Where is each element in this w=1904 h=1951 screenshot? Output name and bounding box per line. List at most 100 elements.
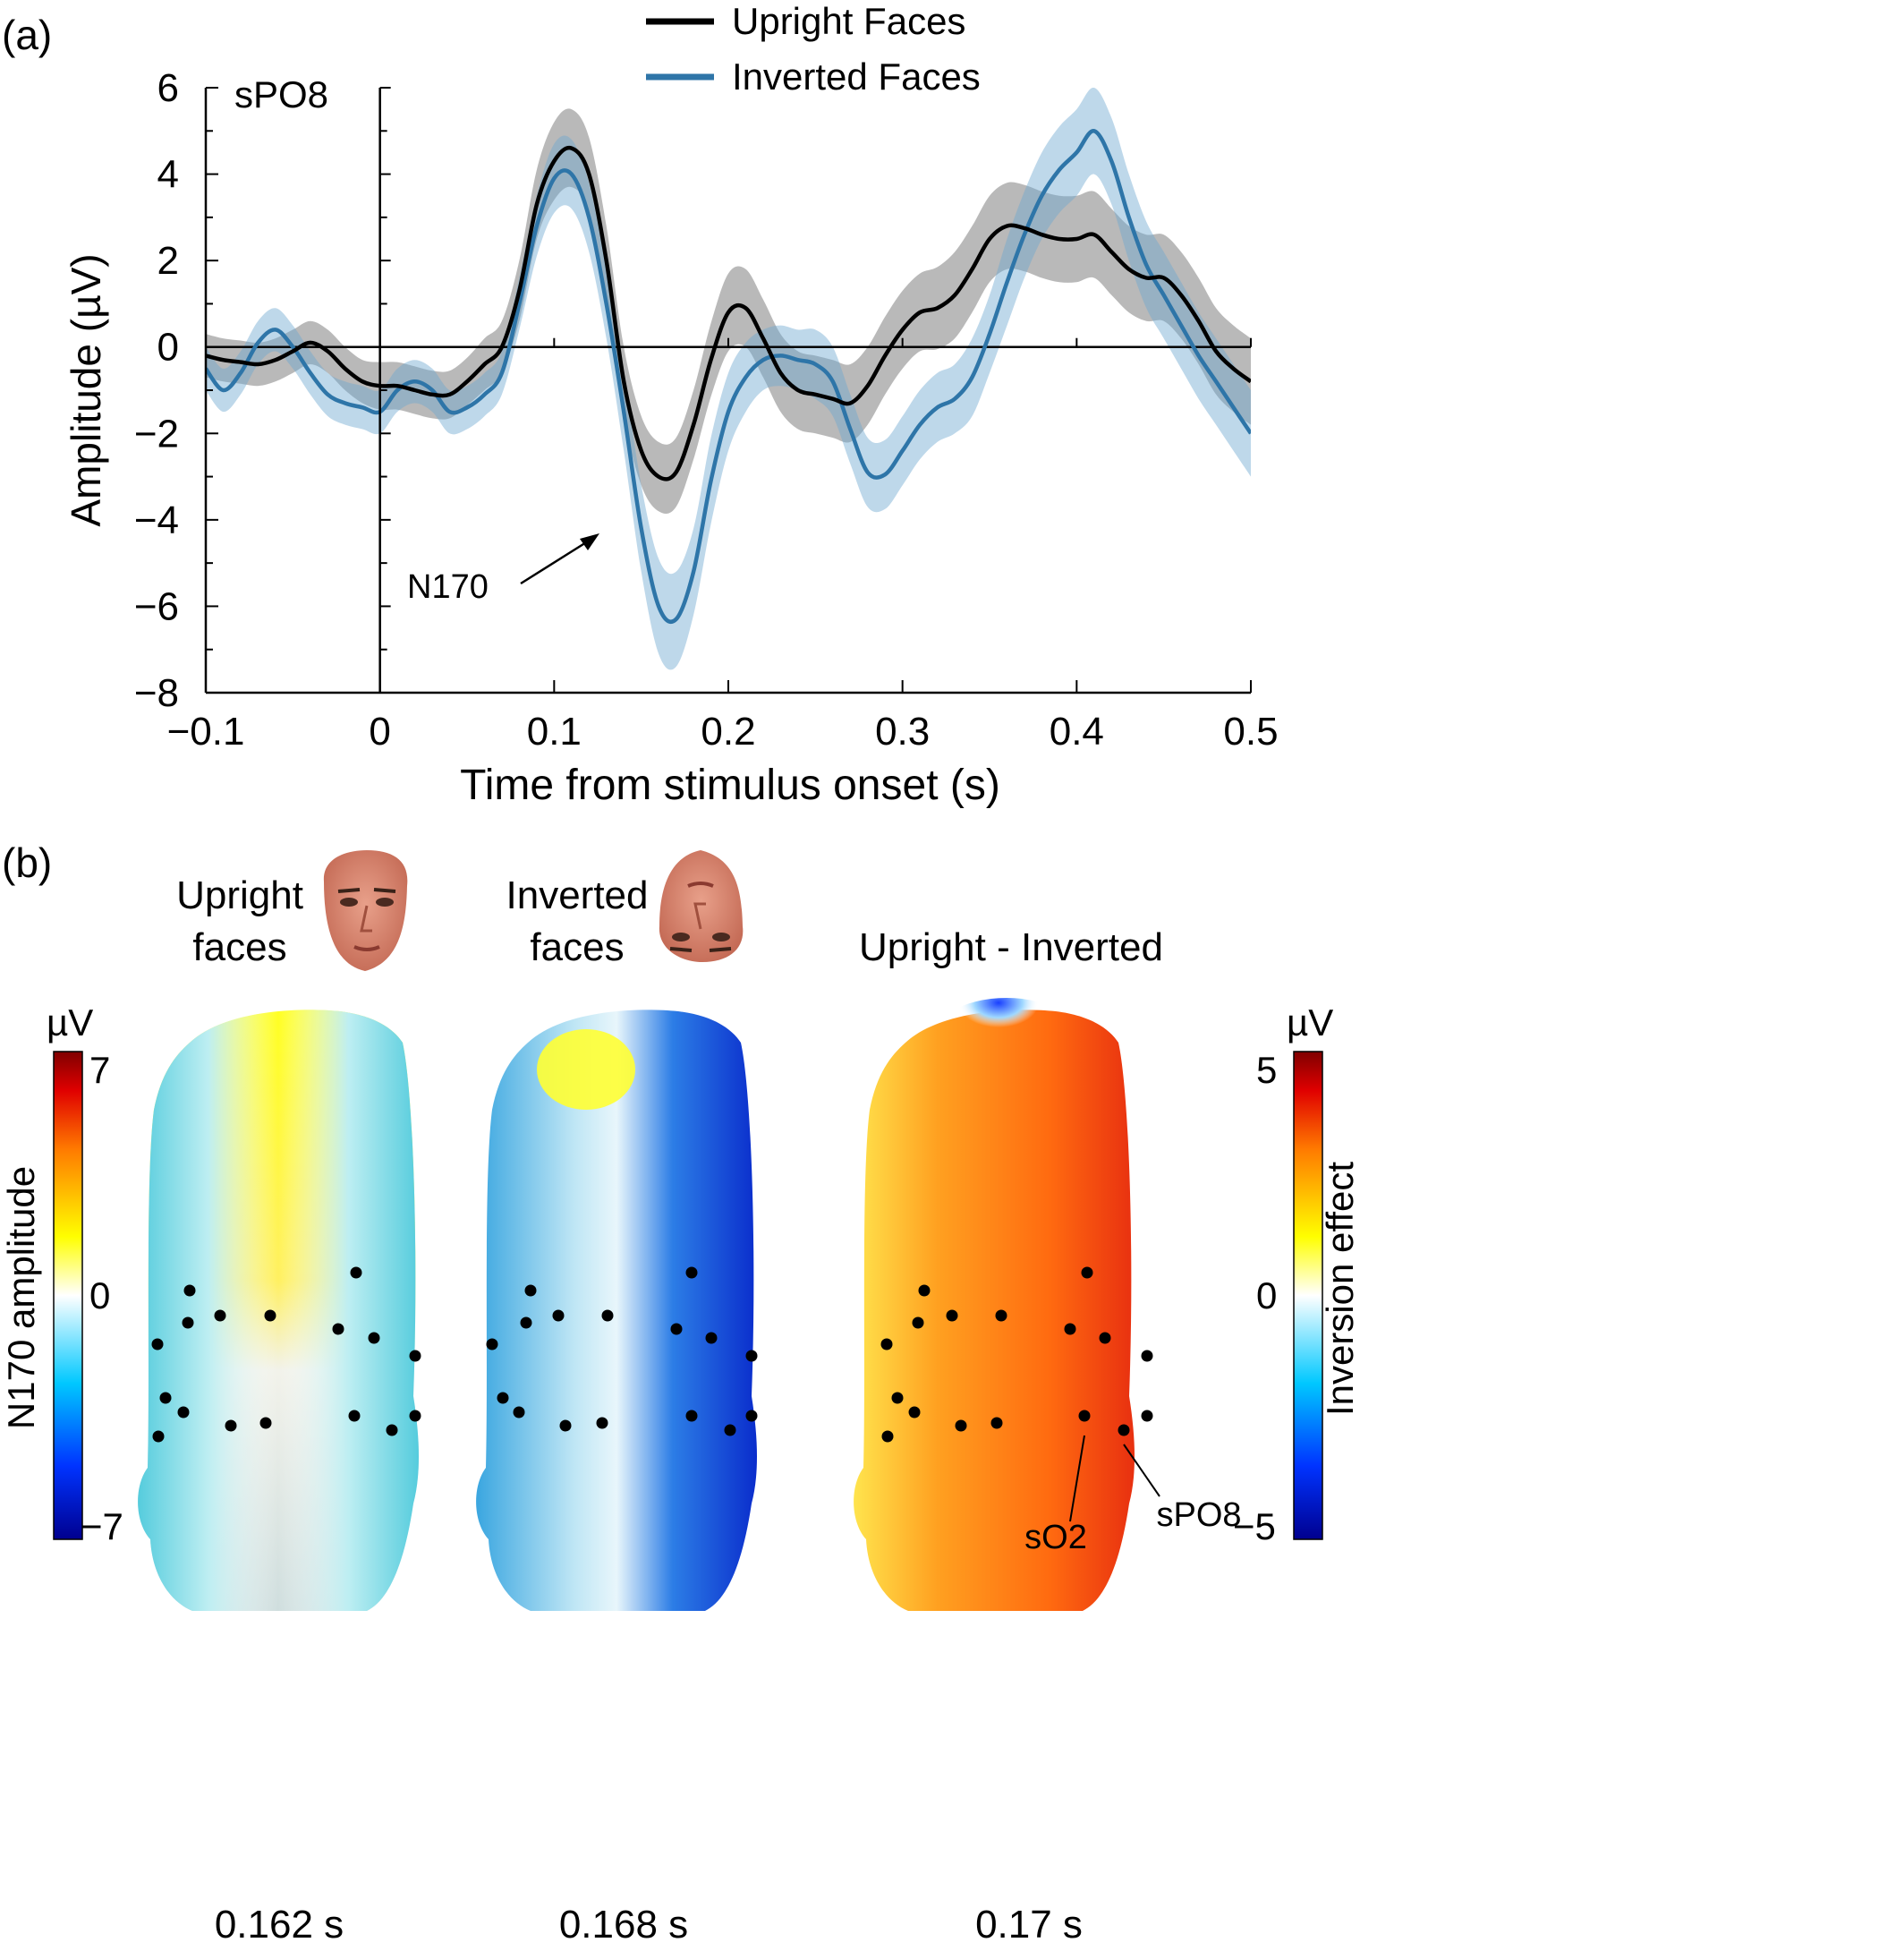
so2-label: sO2 bbox=[1024, 1519, 1087, 1556]
x-tick-label: −0.1 bbox=[167, 710, 245, 754]
electrode-dot bbox=[182, 1316, 194, 1329]
left-colorbar: µV 7 0 −7 N170 amplitude bbox=[0, 1001, 123, 1547]
x-tick-label: 0.1 bbox=[527, 710, 582, 754]
electrode-dot bbox=[524, 1284, 537, 1297]
y-tick-label: −6 bbox=[134, 584, 179, 628]
x-tick-label: 0.4 bbox=[1050, 710, 1104, 754]
electrode-dot bbox=[1118, 1424, 1130, 1436]
upright-face-thumbnail bbox=[323, 850, 408, 971]
topomap-inverted bbox=[476, 1010, 757, 1611]
right-colorbar-unit: µV bbox=[1287, 1001, 1333, 1044]
electrode-dot bbox=[1081, 1266, 1093, 1279]
n170-arrow-head bbox=[580, 533, 599, 550]
legend-label-upright: Upright Faces bbox=[732, 0, 965, 42]
electrode-dot bbox=[955, 1419, 967, 1432]
right-colorbar-min: −5 bbox=[1233, 1505, 1276, 1547]
y-tick-label: 4 bbox=[157, 153, 179, 197]
electrode-dot bbox=[1141, 1350, 1153, 1362]
right-colorbar-gradient bbox=[1293, 1051, 1323, 1540]
electrode-dot bbox=[559, 1419, 572, 1432]
electrode-dot bbox=[995, 1309, 1007, 1322]
map1-title-line2: faces bbox=[192, 925, 286, 969]
x-tick-label: 0.3 bbox=[875, 710, 930, 754]
right-colorbar: µV 5 0 −5 Inversion effect bbox=[1233, 1001, 1361, 1547]
electrode-dot bbox=[891, 1392, 904, 1404]
y-tick-label: 0 bbox=[157, 326, 179, 370]
map1-title-line1: Upright bbox=[176, 873, 303, 917]
electrode-dot bbox=[152, 1430, 165, 1443]
y-tick-label: −4 bbox=[134, 498, 179, 542]
left-colorbar-title: N170 amplitude bbox=[0, 1166, 42, 1429]
n170-annotation: N170 bbox=[407, 533, 599, 606]
left-colorbar-mid: 0 bbox=[89, 1274, 110, 1316]
electrode-dot bbox=[1099, 1332, 1111, 1344]
left-colorbar-gradient bbox=[53, 1051, 83, 1540]
electrode-dot bbox=[368, 1332, 380, 1344]
electrode-dot bbox=[705, 1332, 718, 1344]
error-bands bbox=[206, 88, 1251, 670]
electrode-dot bbox=[908, 1406, 921, 1419]
electrode-dot bbox=[409, 1350, 421, 1362]
electrode-dot bbox=[552, 1309, 565, 1322]
electrode-markers bbox=[151, 1266, 1153, 1443]
electrode-dot bbox=[259, 1417, 272, 1429]
spo8-label: sPO8 bbox=[1156, 1496, 1241, 1534]
panel-b-label: (b) bbox=[2, 839, 52, 886]
electrode-dot bbox=[183, 1284, 196, 1297]
electrode-dot bbox=[350, 1266, 362, 1279]
electrode-dot bbox=[946, 1309, 958, 1322]
electrode-dot bbox=[685, 1266, 698, 1279]
electrode-dot bbox=[225, 1419, 237, 1432]
y-tick-label: 2 bbox=[157, 239, 179, 283]
x-tick-label: 0.2 bbox=[701, 710, 755, 754]
left-colorbar-max: 7 bbox=[89, 1049, 110, 1091]
tick-marks bbox=[205, 87, 1252, 694]
y-tick-label: −2 bbox=[134, 412, 179, 456]
electrode-dot bbox=[685, 1410, 698, 1422]
electrode-dot bbox=[513, 1406, 525, 1419]
x-axis-label: Time from stimulus onset (s) bbox=[460, 762, 1000, 809]
n170-label: N170 bbox=[407, 568, 489, 606]
spo8-callout bbox=[1123, 1444, 1160, 1497]
electrode-dot bbox=[177, 1406, 190, 1419]
electrode-dot bbox=[601, 1309, 614, 1322]
electrode-dot bbox=[880, 1338, 893, 1350]
left-colorbar-unit: µV bbox=[47, 1001, 93, 1044]
y-axis-label: Amplitude (µV) bbox=[63, 253, 109, 526]
x-tick-label: 0.5 bbox=[1223, 710, 1278, 754]
y-tick-label: 6 bbox=[157, 66, 179, 110]
map2-title-line2: faces bbox=[530, 925, 624, 969]
electrode-dot bbox=[918, 1284, 931, 1297]
map2-time: 0.168 s bbox=[559, 1903, 688, 1947]
panel-a-label: (a) bbox=[2, 12, 52, 58]
topomap-difference bbox=[854, 998, 1135, 1611]
electrode-dot bbox=[1064, 1323, 1076, 1335]
electrode-dot bbox=[745, 1410, 758, 1422]
electrode-dot bbox=[159, 1392, 172, 1404]
channel-label: sPO8 bbox=[234, 73, 328, 115]
electrode-dot bbox=[990, 1417, 1003, 1429]
left-colorbar-min: −7 bbox=[81, 1505, 123, 1547]
n170-arrow-shaft bbox=[520, 538, 591, 585]
electrode-dot bbox=[670, 1323, 683, 1335]
series-line-upright bbox=[206, 145, 1251, 481]
so2-callout bbox=[1069, 1435, 1085, 1522]
tick-labels: −8 −6 −4 −2 0 2 4 6 −0.1 0 0.1 0.2 0.3 0.4 0.5 bbox=[134, 66, 1279, 754]
error-band-inverted bbox=[206, 88, 1251, 670]
legend: Upright Faces Inverted Faces bbox=[646, 0, 981, 98]
y-tick-label: −8 bbox=[134, 671, 179, 715]
series-lines bbox=[206, 129, 1251, 625]
map3-title: Upright - Inverted bbox=[859, 925, 1163, 969]
map3-time: 0.17 s bbox=[975, 1903, 1083, 1947]
map1-time: 0.162 s bbox=[215, 1903, 344, 1947]
electrode-dot bbox=[596, 1417, 608, 1429]
right-colorbar-max: 5 bbox=[1256, 1049, 1277, 1091]
x-tick-label: 0 bbox=[369, 710, 390, 754]
electrode-dot bbox=[214, 1309, 226, 1322]
electrode-dot bbox=[264, 1309, 276, 1322]
electrode-dot bbox=[912, 1316, 924, 1329]
electrode-dot bbox=[520, 1316, 532, 1329]
electrode-dot bbox=[1078, 1410, 1091, 1422]
electrode-dot bbox=[348, 1410, 361, 1422]
